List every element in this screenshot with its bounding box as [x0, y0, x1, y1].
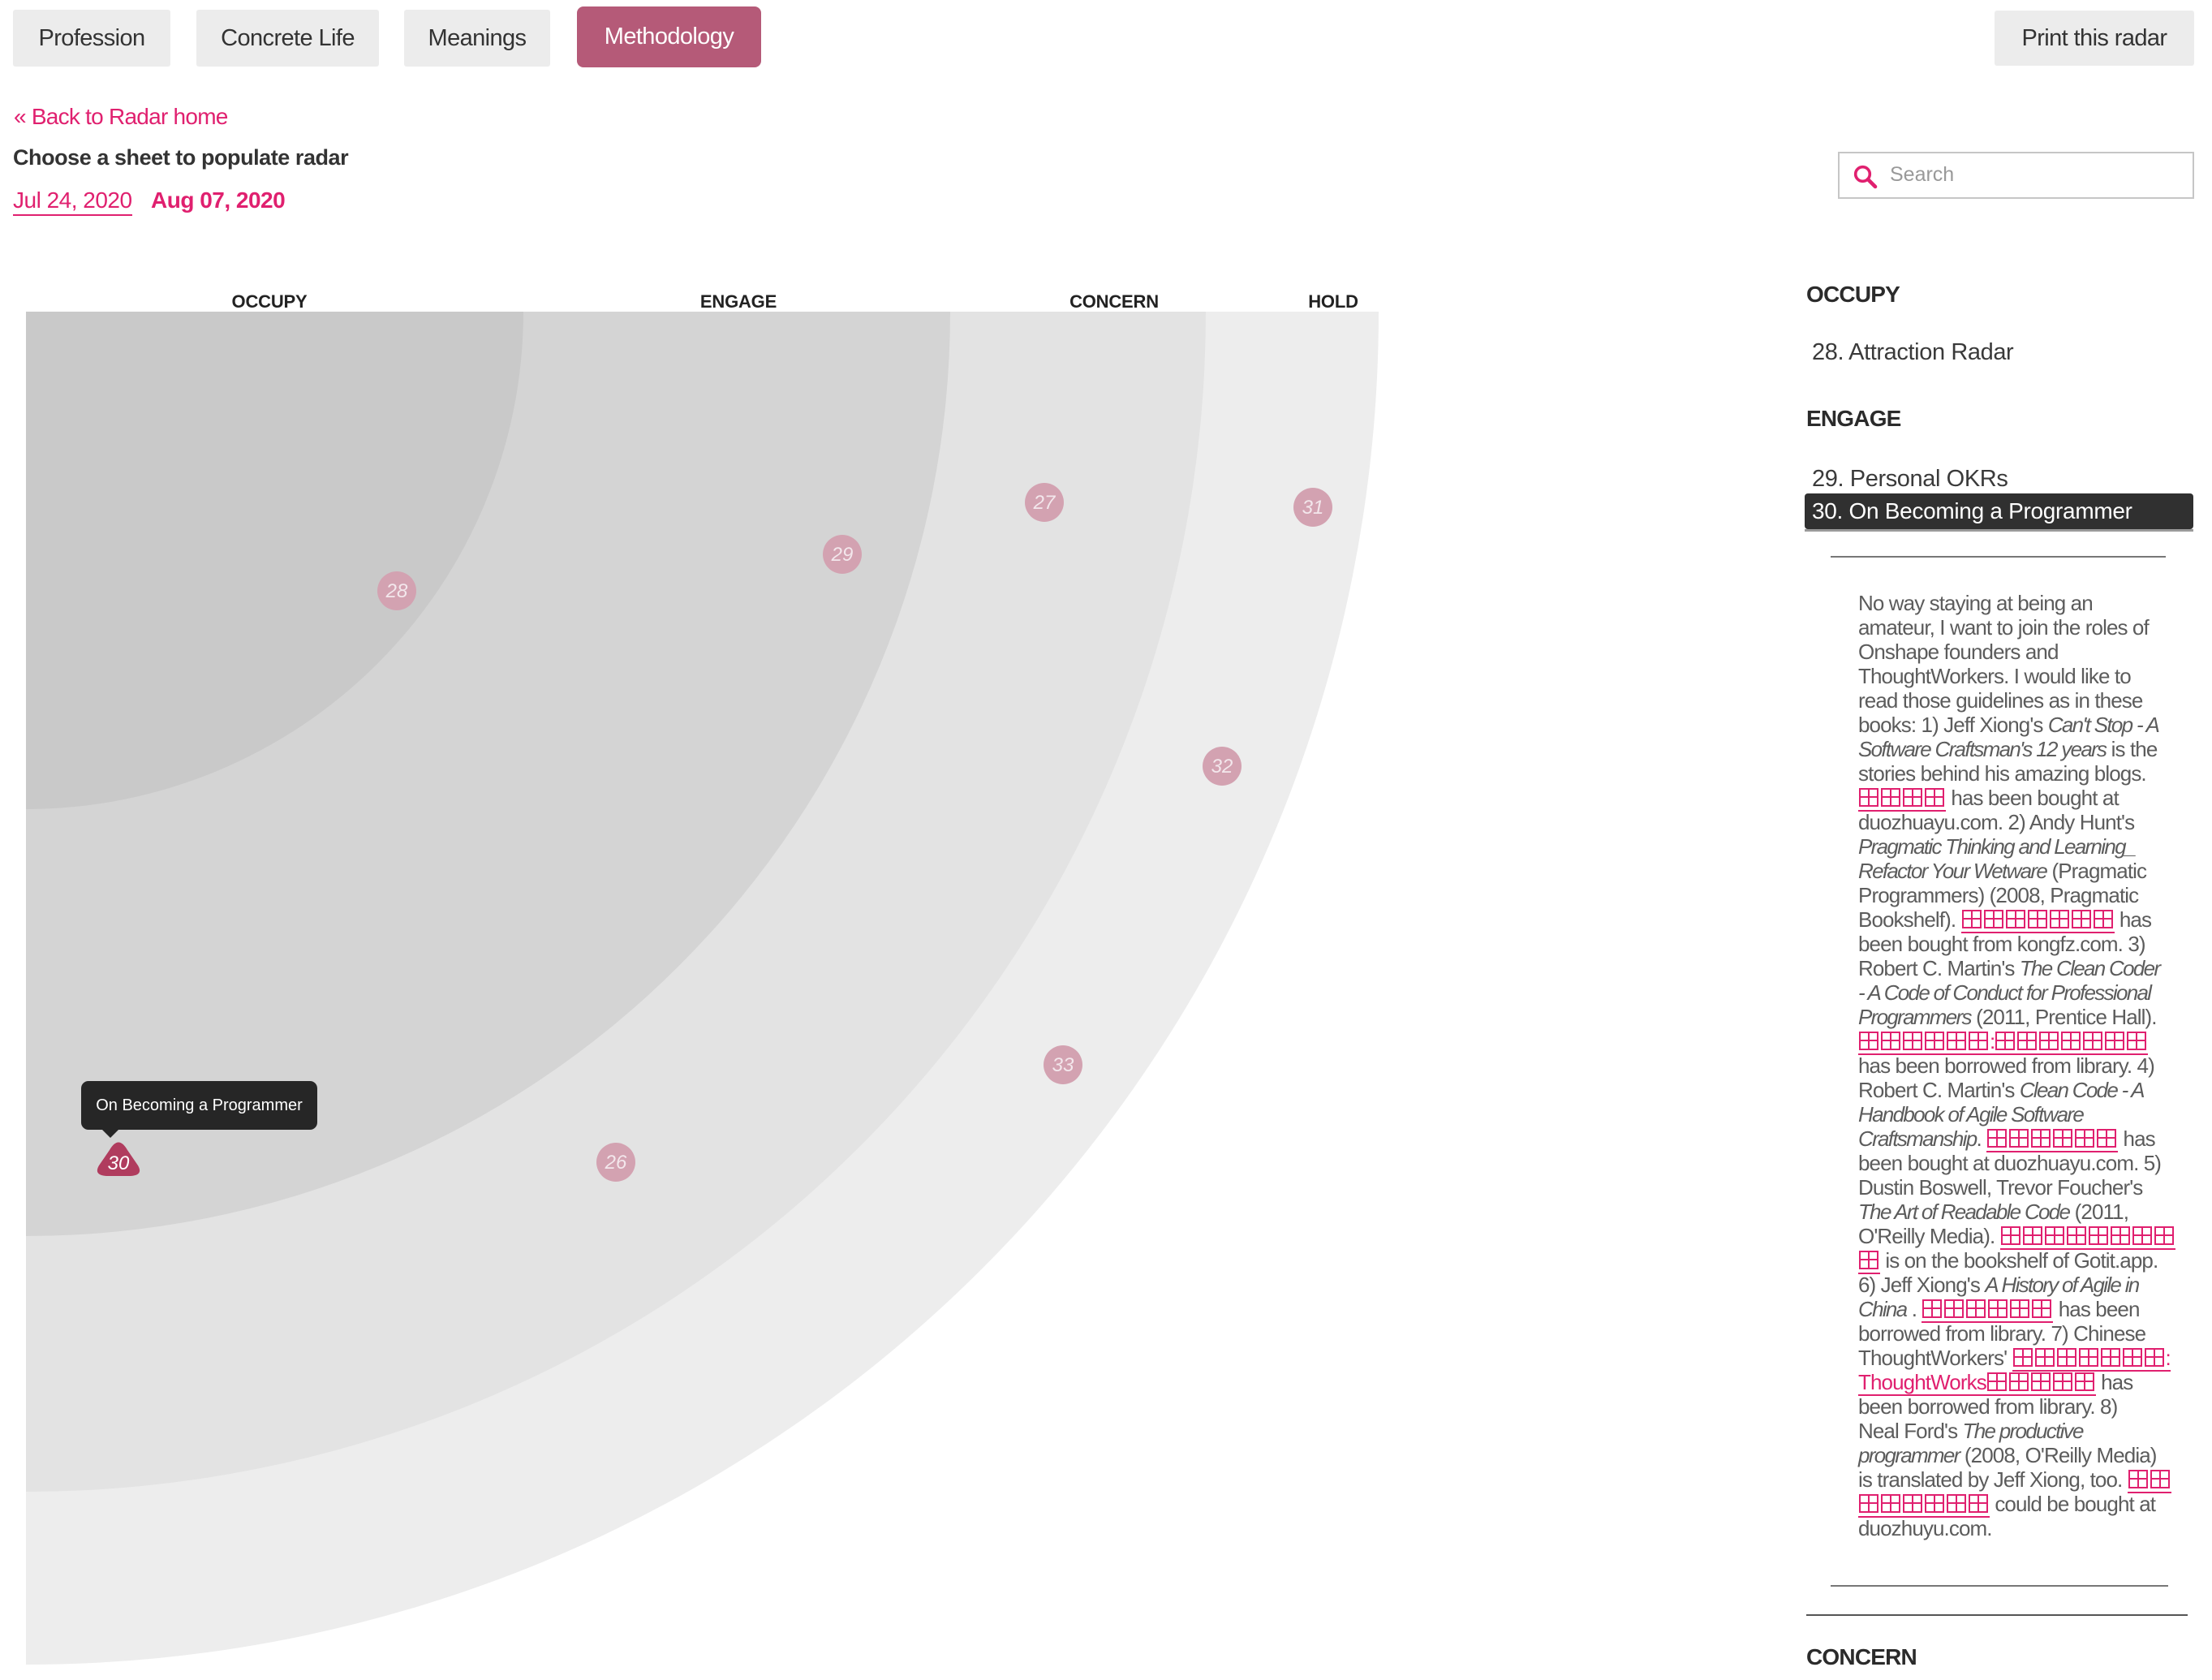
svg-text:28: 28: [385, 580, 408, 602]
svg-text:31: 31: [1302, 497, 1324, 519]
svg-text:32: 32: [1211, 756, 1233, 778]
svg-text:26: 26: [605, 1152, 627, 1174]
svg-text:27: 27: [1033, 492, 1057, 514]
svg-text:33: 33: [1052, 1054, 1074, 1076]
svg-text:29: 29: [831, 544, 854, 566]
svg-text:30: 30: [108, 1152, 130, 1174]
